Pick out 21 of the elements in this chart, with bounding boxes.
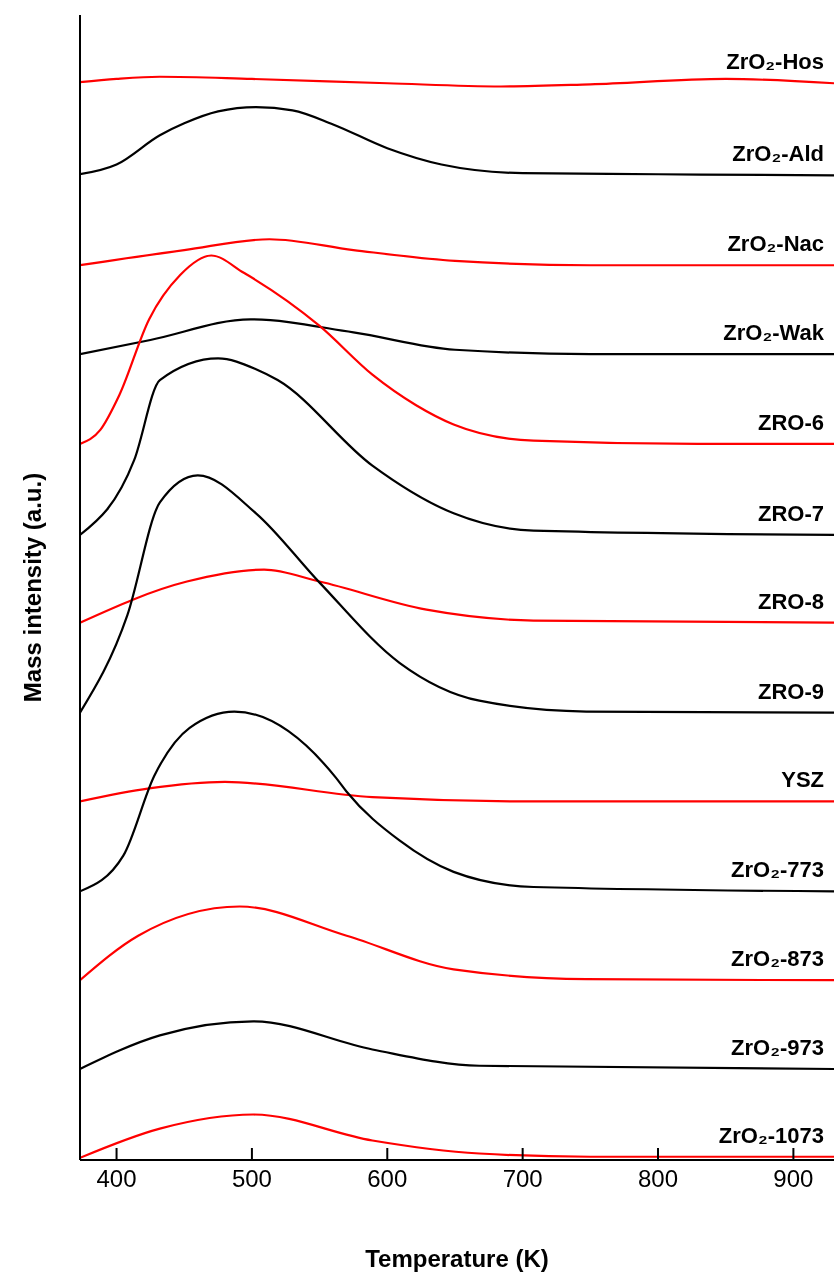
series-label: ZRO-8 — [758, 588, 824, 614]
x-tick-label: 700 — [502, 1165, 543, 1193]
series-label: ZrO₂-Nac — [727, 231, 824, 257]
x-tick-label: 400 — [96, 1165, 137, 1193]
x-axis-title: Temperature (K) — [365, 1245, 549, 1272]
x-tick-label: 900 — [773, 1165, 814, 1193]
series-label: YSZ — [781, 767, 824, 793]
series-label: ZRO-6 — [758, 409, 824, 435]
series-label: ZRO-9 — [758, 678, 824, 704]
x-tick-label: 800 — [638, 1165, 679, 1193]
x-tick-label: 600 — [367, 1165, 408, 1193]
series-label: ZrO₂-Hos — [726, 49, 824, 75]
series-label: ZrO₂-Ald — [732, 141, 824, 167]
series-label: ZrO₂-Wak — [723, 320, 825, 346]
series-label: ZRO-7 — [758, 500, 824, 526]
series-label: ZrO₂-773 — [731, 857, 824, 883]
series-label: ZrO₂-973 — [731, 1035, 824, 1061]
series-label: ZrO₂-873 — [731, 946, 824, 972]
x-tick-label: 500 — [231, 1165, 272, 1193]
series-label: ZrO₂-1073 — [718, 1122, 824, 1148]
y-axis-title: Mass intensity (a.u.) — [18, 472, 46, 703]
